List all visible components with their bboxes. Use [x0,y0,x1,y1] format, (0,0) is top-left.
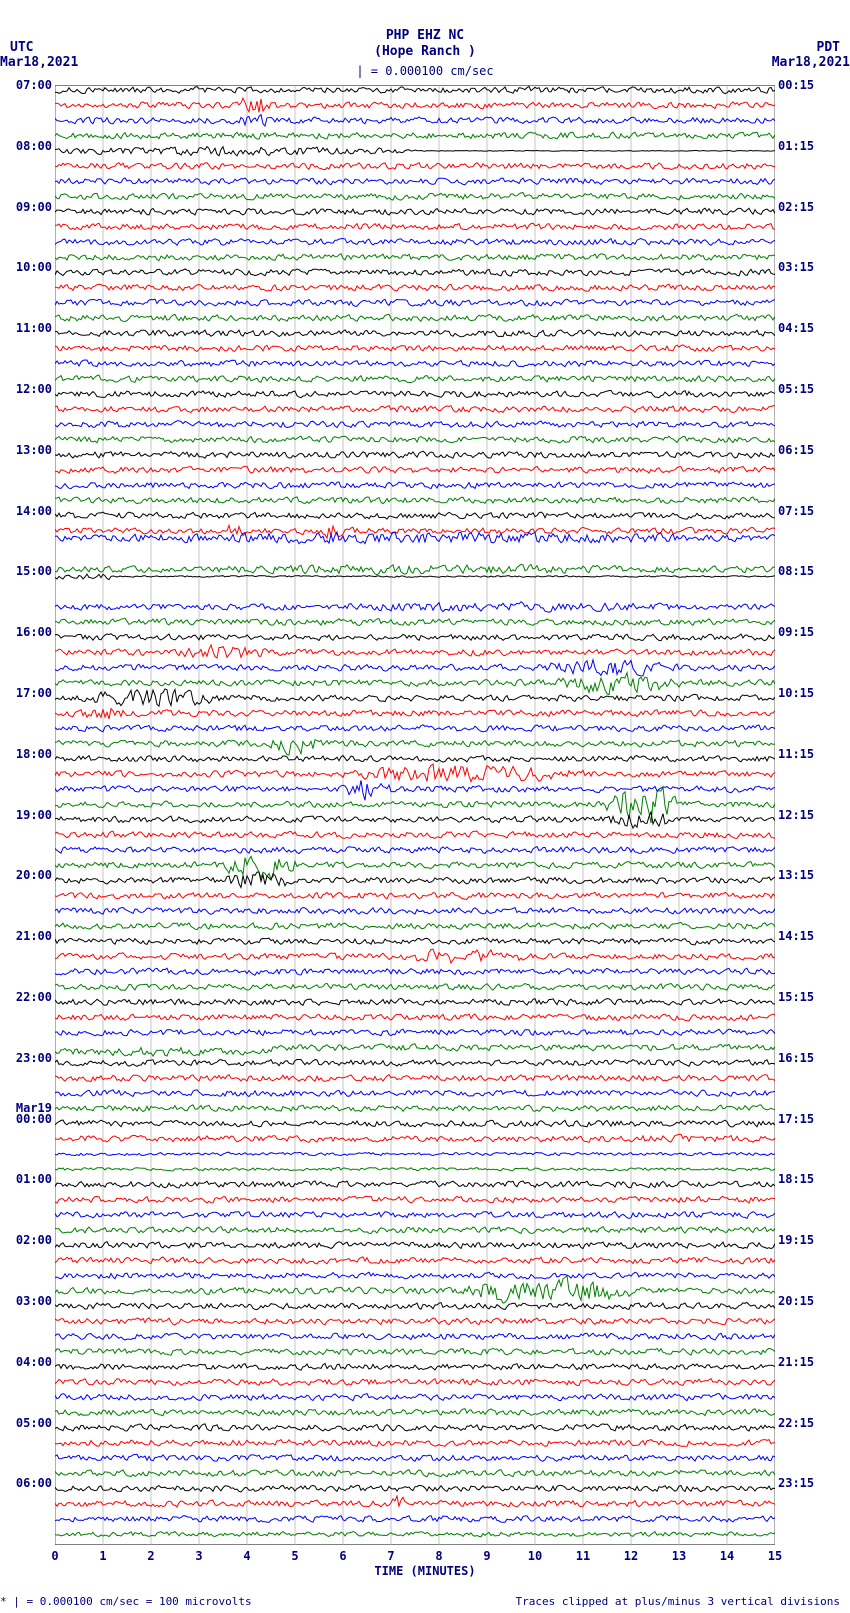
y-label-right: 15:15 [778,990,828,1004]
y-label-left: 01:00 [2,1172,52,1186]
y-label-right: 22:15 [778,1416,828,1430]
x-tick-label: 10 [528,1549,542,1563]
plot-area [55,85,775,1545]
x-tick-label: 11 [576,1549,590,1563]
y-label-right: 10:15 [778,686,828,700]
y-label-left: 07:00 [2,78,52,92]
x-tick-label: 13 [672,1549,686,1563]
timezone-left: UTC [10,40,33,55]
y-label-right: 19:15 [778,1233,828,1247]
y-label-left: 00:00 [2,1112,52,1126]
y-label-right: 14:15 [778,929,828,943]
footer-right: Traces clipped at plus/minus 3 vertical … [515,1595,840,1608]
y-label-left: 13:00 [2,443,52,457]
y-label-left: 09:00 [2,200,52,214]
x-tick-label: 3 [195,1549,202,1563]
y-label-left: 21:00 [2,929,52,943]
y-label-right: 09:15 [778,625,828,639]
y-label-right: 01:15 [778,139,828,153]
x-tick-label: 7 [387,1549,394,1563]
footer-left: * | = 0.000100 cm/sec = 100 microvolts [0,1595,252,1608]
y-label-right: 07:15 [778,504,828,518]
date-left: Mar18,2021 [0,55,78,70]
y-label-left: 03:00 [2,1294,52,1308]
y-label-right: 05:15 [778,382,828,396]
y-label-right: 08:15 [778,564,828,578]
y-label-left: 08:00 [2,139,52,153]
y-label-right: 20:15 [778,1294,828,1308]
y-label-right: 02:15 [778,200,828,214]
x-tick-label: 4 [243,1549,250,1563]
y-label-left: 16:00 [2,625,52,639]
y-label-left: 22:00 [2,990,52,1004]
y-label-right: 13:15 [778,868,828,882]
y-label-left: 17:00 [2,686,52,700]
y-label-left: 10:00 [2,260,52,274]
y-label-right: 21:15 [778,1355,828,1369]
y-label-left: 02:00 [2,1233,52,1247]
station-subtitle: (Hope Ranch ) [0,44,850,59]
y-label-right: 12:15 [778,808,828,822]
y-label-right: 23:15 [778,1476,828,1490]
x-tick-label: 0 [51,1549,58,1563]
timezone-right: PDT [817,40,840,55]
y-label-left: 20:00 [2,868,52,882]
y-label-left: 11:00 [2,321,52,335]
y-label-left: 05:00 [2,1416,52,1430]
x-tick-label: 14 [720,1549,734,1563]
seismogram-container: PHP EHZ NC (Hope Ranch ) | = 0.000100 cm… [0,0,850,1613]
x-tick-label: 12 [624,1549,638,1563]
x-tick-label: 1 [99,1549,106,1563]
x-tick-label: 9 [483,1549,490,1563]
x-tick-label: 6 [339,1549,346,1563]
station-title: PHP EHZ NC [0,28,850,43]
date-right: Mar18,2021 [772,55,850,70]
y-label-left: 18:00 [2,747,52,761]
y-label-right: 06:15 [778,443,828,457]
seismogram-svg [55,85,775,1545]
y-label-right: 17:15 [778,1112,828,1126]
x-tick-label: 15 [768,1549,782,1563]
y-label-left: 19:00 [2,808,52,822]
y-label-left: 06:00 [2,1476,52,1490]
y-label-right: 18:15 [778,1172,828,1186]
scale-info: | = 0.000100 cm/sec [0,64,850,78]
x-axis-label: TIME (MINUTES) [0,1564,850,1578]
y-label-right: 11:15 [778,747,828,761]
y-label-left: 15:00 [2,564,52,578]
x-tick-label: 8 [435,1549,442,1563]
y-label-left: 12:00 [2,382,52,396]
y-label-right: 16:15 [778,1051,828,1065]
x-tick-label: 5 [291,1549,298,1563]
y-label-left: 04:00 [2,1355,52,1369]
y-label-left: 14:00 [2,504,52,518]
y-label-right: 04:15 [778,321,828,335]
y-label-right: 03:15 [778,260,828,274]
y-label-left: 23:00 [2,1051,52,1065]
x-tick-label: 2 [147,1549,154,1563]
y-label-right: 00:15 [778,78,828,92]
